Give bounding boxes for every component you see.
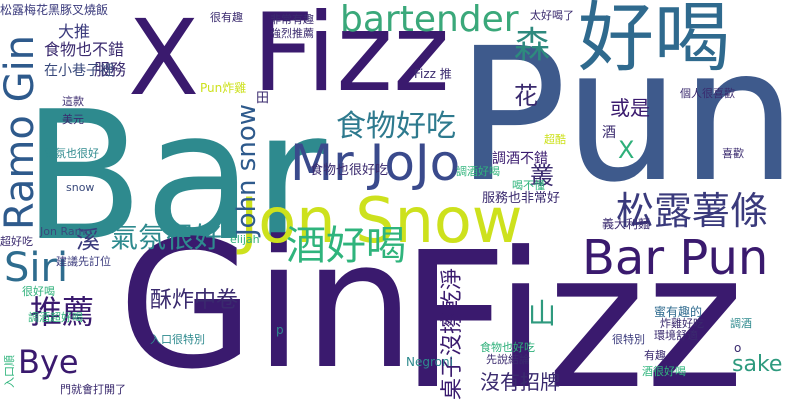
word-special-entry: 入口很特別 bbox=[150, 333, 205, 346]
word-gin: Gin bbox=[118, 203, 415, 400]
word-truffle-pork: 松露梅花黑豚叉燒飯 bbox=[0, 3, 109, 17]
word-fizz-recommend: Fizz 推 bbox=[414, 67, 452, 81]
word-cocktail-good: 調酒好喝 bbox=[456, 165, 500, 178]
word-quite-interesting: 蜜有趣的 bbox=[654, 305, 703, 319]
word-xi: 溪 bbox=[76, 226, 100, 254]
word-bartender: bartender bbox=[340, 0, 519, 40]
word-o: o bbox=[734, 341, 742, 355]
word-very-tasty: 很好喝 bbox=[22, 285, 55, 298]
word-tuijian: 推薦 bbox=[30, 293, 95, 331]
word-cocktail: 調酒 bbox=[730, 317, 752, 330]
word-service: 服務 bbox=[94, 60, 127, 79]
word-table-dirty: 桌子沒擦乾淨 bbox=[440, 267, 465, 400]
word-cong: 叢 bbox=[530, 162, 554, 190]
word-fizz-bottom: Fizz bbox=[400, 212, 745, 400]
word-tian: 田 bbox=[256, 91, 270, 106]
word-sake: sake bbox=[732, 352, 783, 377]
word-smooth-entry: 入口順 bbox=[3, 355, 16, 388]
word-ramo-gin: Ramo Gin bbox=[0, 34, 43, 230]
word-very-interesting: 很有趣 bbox=[210, 11, 243, 24]
word-john-snow: John snow bbox=[232, 104, 262, 236]
word-like: 喜歡 bbox=[722, 147, 744, 160]
word-no-sign: 沒有招牌 bbox=[480, 370, 560, 394]
word-pasta: 義大利麵 bbox=[602, 217, 651, 231]
word-super-cool: 超酷 bbox=[544, 133, 566, 146]
word-shan: 山 bbox=[528, 297, 557, 330]
word-bar: Bar bbox=[22, 73, 327, 280]
word-service-very-good: 服務也非常好 bbox=[482, 191, 561, 206]
word-pun-fried-chicken: Pun炸雞 bbox=[200, 81, 247, 95]
word-comfortable: 環境舒適 bbox=[654, 329, 698, 342]
word-jon-snow: Jon Snow bbox=[240, 184, 523, 257]
word-haohe: 好喝 bbox=[578, 0, 730, 82]
word-mr-jojo: Mr JoJo bbox=[290, 134, 461, 192]
word-pun: Pun bbox=[456, 9, 797, 223]
word-conclusion: 先說結論 bbox=[486, 353, 530, 366]
word-highly-recommend: 強烈推薦 bbox=[270, 27, 314, 40]
word-fried-chicken-good: 炸雞好吃 bbox=[660, 317, 704, 330]
word-huoshi: 或是 bbox=[610, 96, 650, 120]
word-super-tasty: 超好吃 bbox=[0, 235, 33, 248]
word-atmosphere-good: 氣氛很好 bbox=[110, 221, 223, 254]
word-book-ahead: 建議先訂位 bbox=[56, 255, 111, 268]
word-truffle-fries: 松露薯條 bbox=[616, 189, 769, 233]
word-food-also-good: 食物也很好吃 bbox=[310, 163, 389, 178]
word-bye: Bye bbox=[18, 343, 79, 381]
word-bar-pun: Bar Pun bbox=[582, 230, 769, 286]
word-x-small: X bbox=[618, 136, 635, 164]
word-sen: 森 bbox=[514, 25, 551, 66]
word-too-delicious: 太好喝了 bbox=[530, 9, 574, 22]
word-interesting: 有趣 bbox=[644, 349, 666, 362]
word-atmosphere-also-good: 氣氛也很好 bbox=[44, 147, 99, 160]
word-jiu-haohe: 酒好喝 bbox=[286, 223, 406, 269]
word-food-good: 食物好吃 bbox=[336, 109, 456, 144]
word-jiu: 酒 bbox=[602, 125, 616, 141]
word-x-large: X bbox=[128, 0, 200, 119]
word-p: p bbox=[276, 323, 284, 337]
word-food-tasty: 食物也好吃 bbox=[480, 341, 535, 354]
word-cocktail-super-good: 調酒超好喝 bbox=[28, 311, 83, 324]
word-da-tui: 大推 bbox=[58, 22, 91, 41]
word-in-alley: 在小巷子裡 bbox=[44, 63, 114, 79]
word-fizz-top: Fizz bbox=[252, 0, 450, 116]
word-food-not-bad: 食物也不錯 bbox=[44, 40, 125, 59]
word-very-special: 很特別 bbox=[612, 333, 645, 346]
word-fried-squid: 酥炸中卷 bbox=[150, 288, 239, 313]
word-elijah: elijah bbox=[230, 233, 260, 246]
word-siri: Siri bbox=[4, 245, 69, 291]
word-hua: 花 bbox=[514, 82, 538, 110]
word-snow: snow bbox=[66, 181, 95, 194]
word-personally-like: 個人很喜歡 bbox=[680, 87, 735, 100]
word-jon-ramo: Jon Ramo bbox=[40, 225, 93, 238]
word-wine-great: 酒很好喝 bbox=[642, 365, 686, 378]
word-cocktail-not-bad: 調酒不錯 bbox=[492, 151, 548, 167]
word-usd: 美元 bbox=[62, 113, 84, 126]
word-extremely-interesting: 非常有趣 bbox=[270, 13, 314, 26]
word-dont-understand: 喝不懂 bbox=[512, 179, 545, 192]
word-this-one: 這款 bbox=[62, 95, 84, 108]
word-negroni: Negroni bbox=[406, 355, 453, 369]
word-door-opens: 門就會打開了 bbox=[60, 383, 126, 396]
